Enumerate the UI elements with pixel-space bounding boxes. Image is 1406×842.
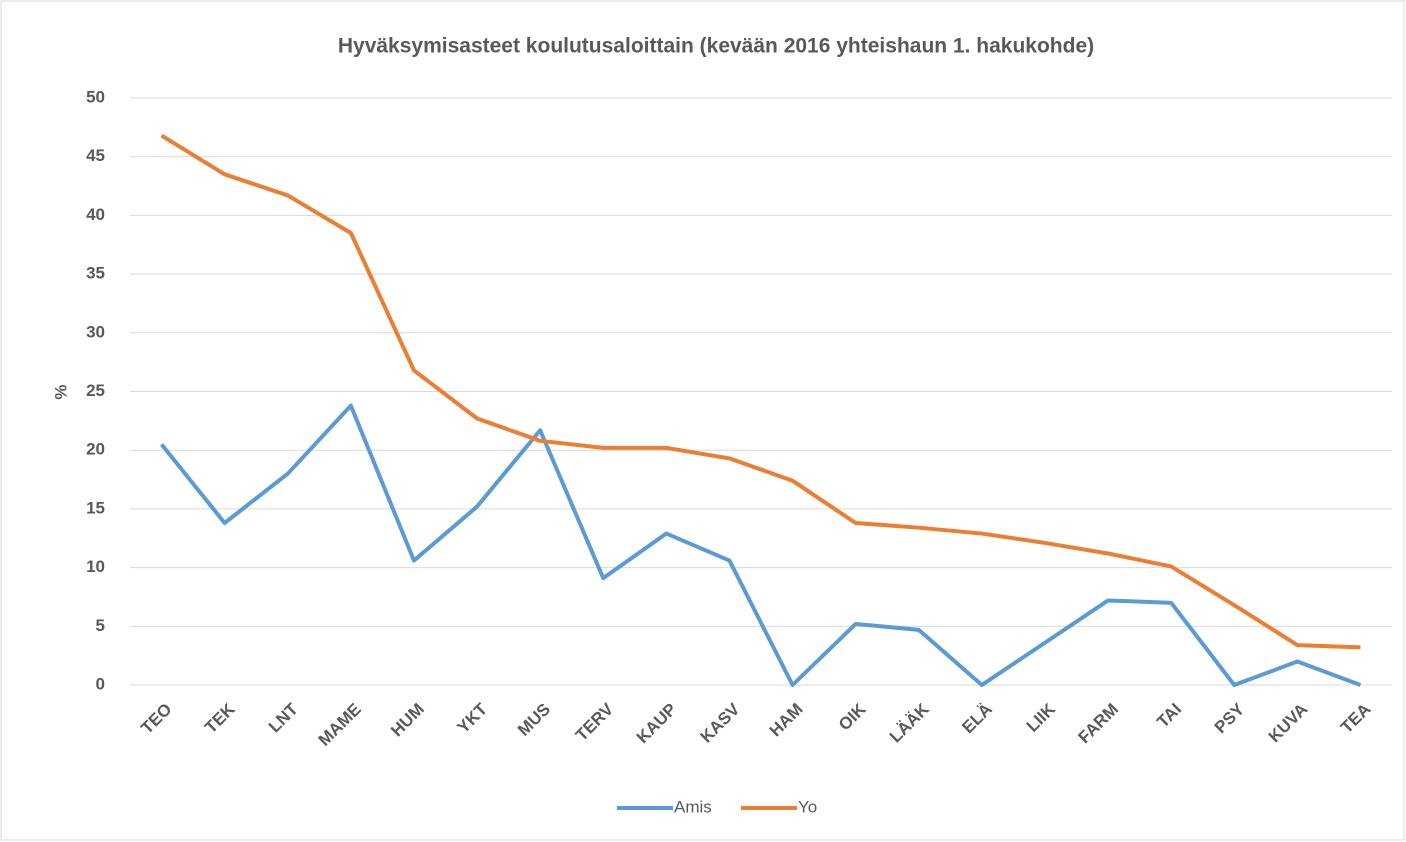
y-tick-label: 0	[96, 674, 105, 693]
legend-label: Yo	[798, 797, 817, 816]
y-tick-label: 5	[96, 616, 105, 635]
y-tick-label: 20	[86, 440, 105, 459]
y-tick-label: 40	[86, 205, 105, 224]
y-tick-label: 10	[86, 557, 105, 576]
legend-label: Amis	[674, 797, 712, 816]
y-tick-label: 15	[86, 498, 105, 517]
chart-title: Hyväksymisasteet koulutusaloittain (kevä…	[338, 35, 1094, 58]
y-tick-label: 25	[86, 381, 105, 400]
line-series	[159, 403, 1362, 687]
y-tick-label: 30	[86, 322, 105, 341]
y-tick-label: 45	[86, 146, 105, 165]
y-axis-label: %	[51, 384, 70, 399]
y-tick-label: 50	[86, 87, 105, 106]
line-series	[160, 133, 1361, 650]
y-tick-label: 35	[86, 264, 105, 283]
